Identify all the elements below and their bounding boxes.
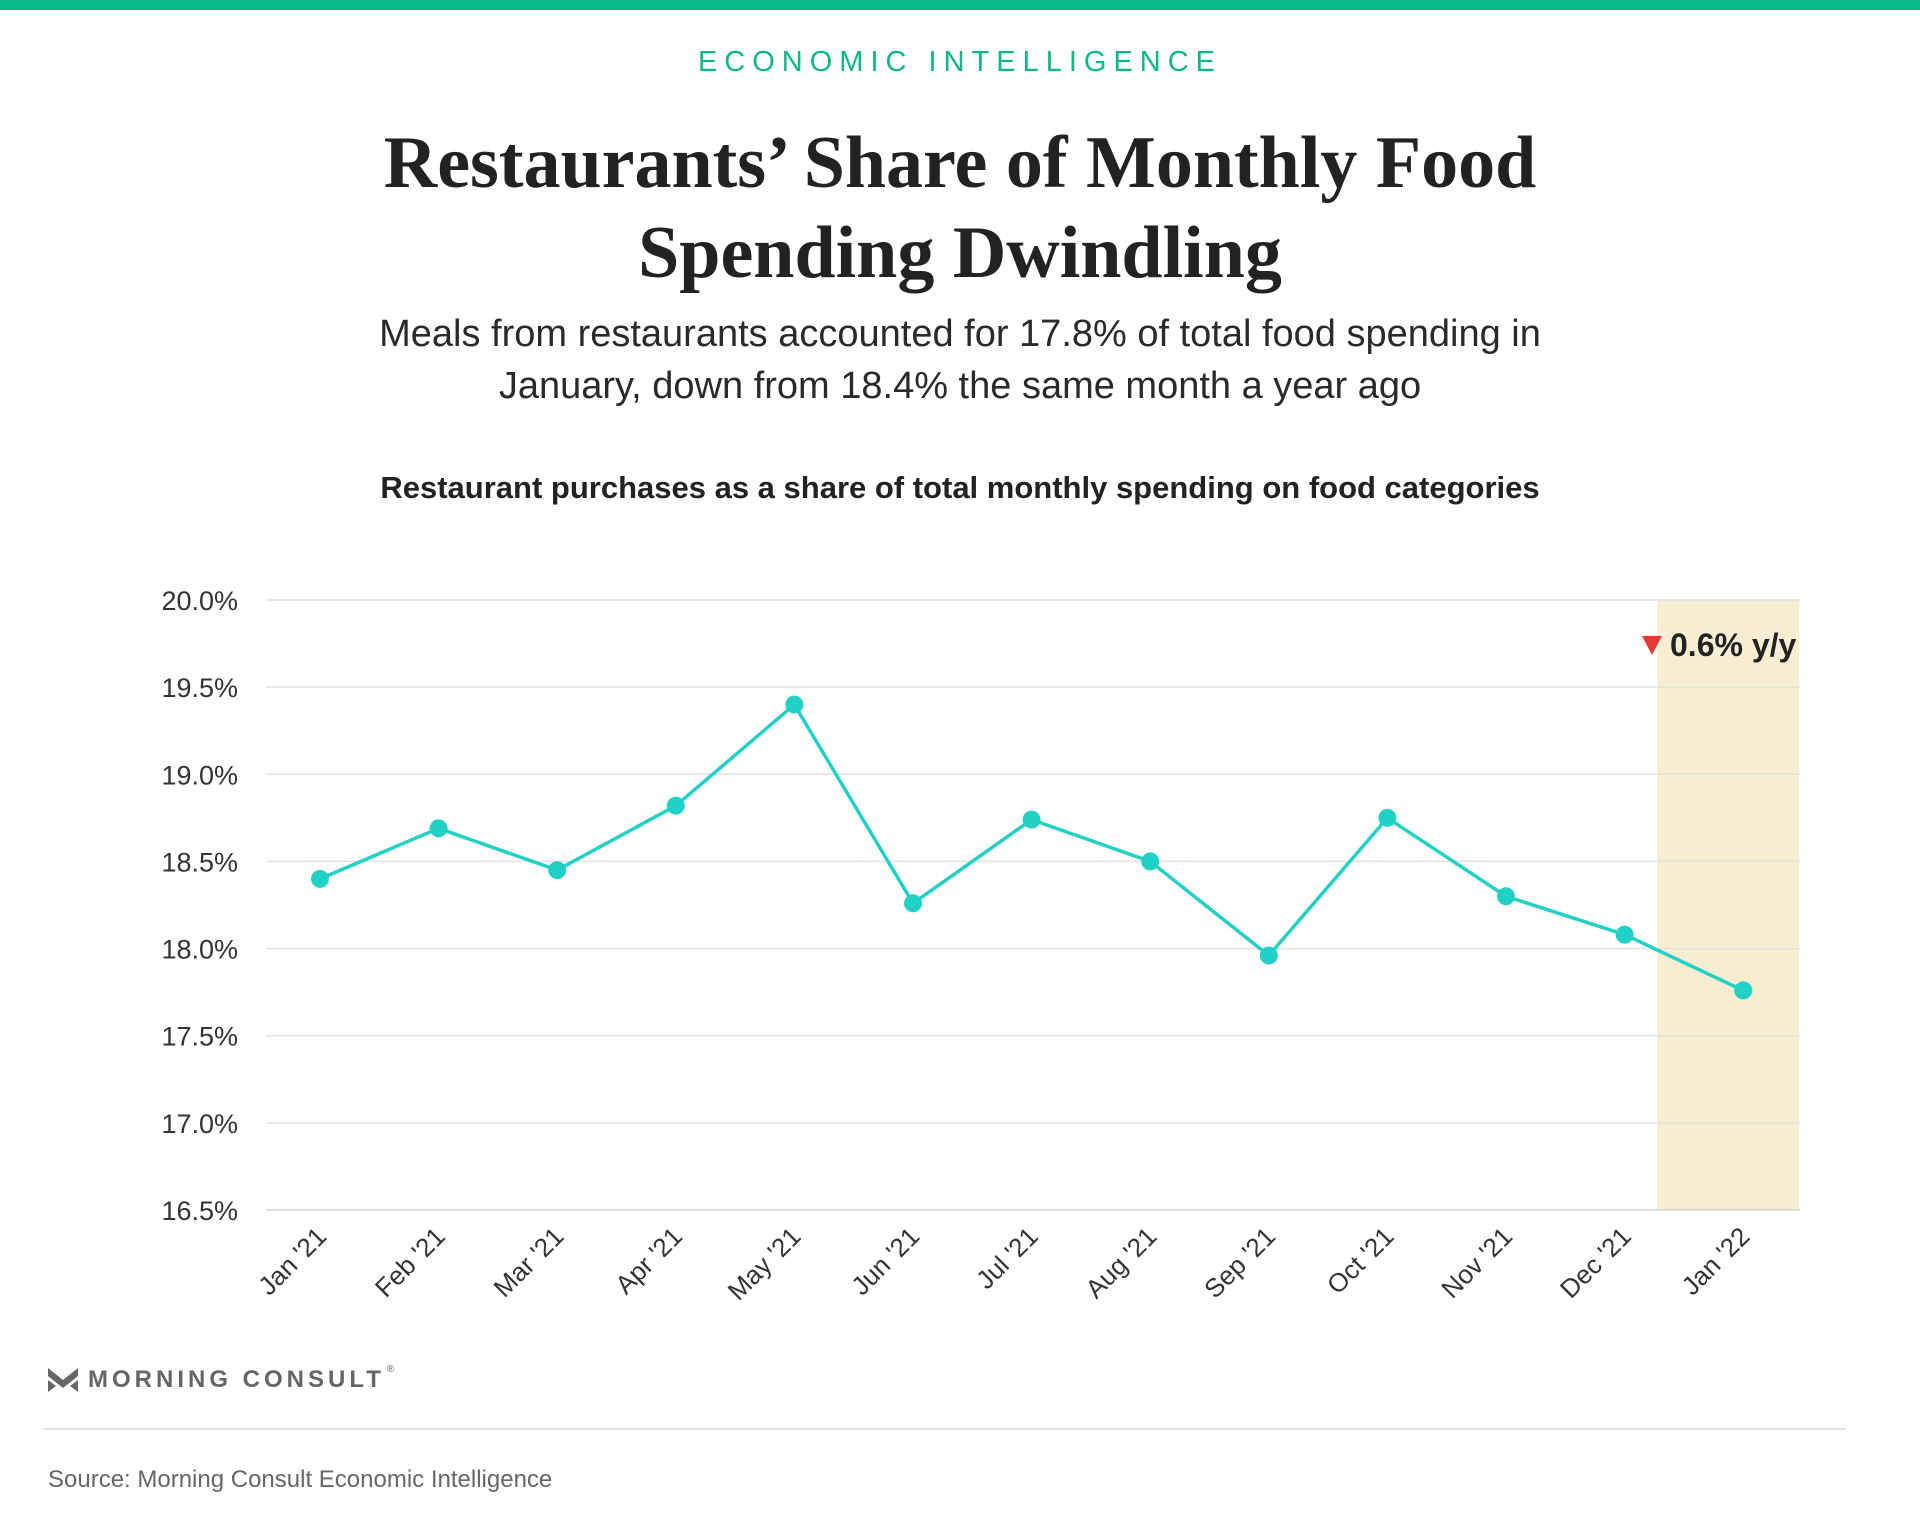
highlight-band [1657,600,1800,1210]
section-kicker: ECONOMIC INTELLIGENCE [697,46,1223,78]
y-tick-label: 18.0% [161,935,238,965]
y-tick-label: 17.5% [161,1022,238,1052]
yoy-annotation-label: 0.6% y/y [1670,627,1797,663]
x-tick-label: Jan '22 [1676,1221,1756,1301]
data-point [1141,852,1160,871]
footer-divider [44,1428,1846,1430]
data-points [311,695,1753,1000]
y-tick-label: 19.5% [161,673,238,703]
data-point [548,861,567,880]
series-line [319,702,1744,992]
title-line-2: Spending Dwindling [638,212,1282,294]
y-tick-label: 17.0% [161,1109,238,1139]
yoy-annotation: 0.6% y/y [1642,627,1797,663]
page-title: Restaurants’ Share of Monthly Food Spend… [260,118,1660,298]
page-subtitle: Meals from restaurants accounted for 17.… [260,308,1660,412]
y-tick-label: 16.5% [161,1196,238,1226]
data-point [1259,946,1278,965]
subtitle-line-2: January, down from 18.4% the same month … [498,365,1422,407]
title-line-1: Restaurants’ Share of Monthly Food [383,122,1537,204]
x-tick-label: Oct '21 [1321,1221,1400,1300]
data-point [666,796,685,815]
top-accent-bar [0,0,1920,10]
x-tick-label: Dec '21 [1554,1221,1637,1304]
chart-title: Restaurant purchases as a share of total… [380,470,1540,505]
down-triangle-icon [1642,636,1662,655]
logo-text: MORNING CONSULT [88,1366,385,1393]
x-tick-label: Jan '21 [252,1221,332,1301]
x-tick-label: Apr '21 [609,1221,688,1300]
x-tick-label: Feb '21 [369,1221,451,1303]
x-tick-label: Jul '21 [970,1221,1044,1295]
x-tick-label: Mar '21 [487,1221,569,1303]
subtitle-line-1: Meals from restaurants accounted for 17.… [379,313,1541,355]
gridlines [266,599,1800,1211]
x-tick-label: Sep '21 [1198,1221,1281,1304]
x-tick-label: Aug '21 [1079,1221,1162,1304]
x-axis-tick-labels: Jan '21 Feb '21 Mar '21 Apr '21 May '21 Jun '… [252,1221,1755,1306]
data-point [429,819,448,838]
x-tick-label: Nov '21 [1435,1221,1518,1304]
x-tick-label: May '21 [722,1221,807,1306]
data-point [311,869,329,888]
y-axis-tick-labels: 20.0% 19.5% 19.0% 18.5% 18.0% 17.5% 17.0% 16.5% [161,586,238,1226]
morning-consult-logo: MORNING CONSULT ® [48,1364,394,1396]
data-point [904,894,922,913]
data-point [1734,981,1753,1000]
y-tick-label: 18.5% [161,847,238,877]
logo-registered-mark: ® [386,1364,395,1375]
data-point [1378,808,1397,827]
data-point [1022,810,1041,829]
y-tick-label: 19.0% [161,760,238,790]
y-tick-label: 20.0% [161,586,238,616]
source-note: Source: Morning Consult Economic Intelli… [48,1466,553,1493]
data-point [785,695,804,714]
data-point [1497,887,1515,906]
data-point [1615,925,1634,944]
x-tick-label: Jun '21 [845,1221,925,1301]
morning-consult-m-icon [48,1368,78,1392]
